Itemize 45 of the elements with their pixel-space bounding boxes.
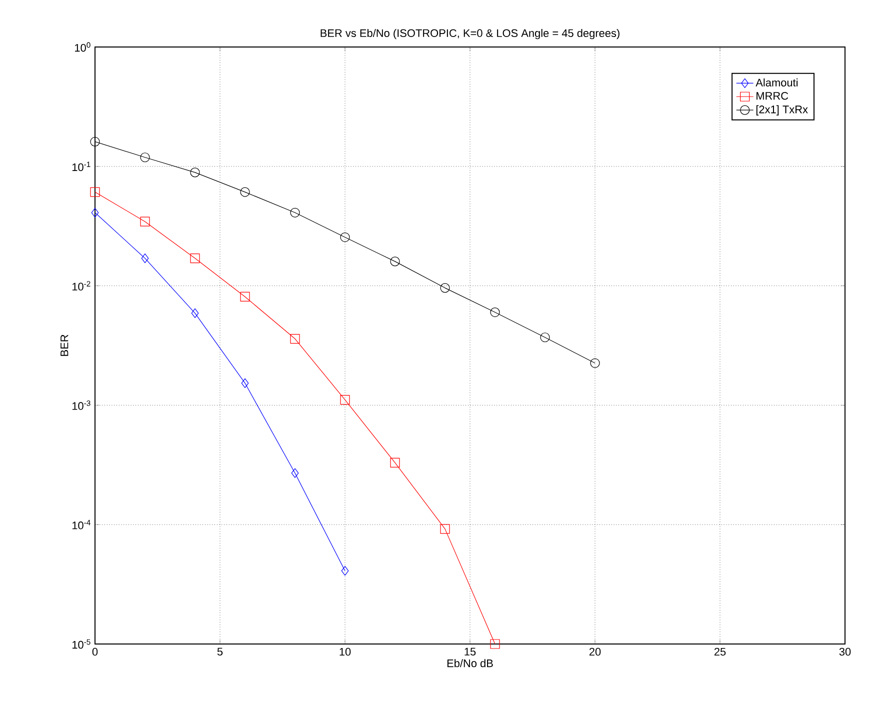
x-tick-label: 25 bbox=[714, 648, 726, 656]
point bbox=[141, 253, 149, 264]
legend-label: Alamouti bbox=[756, 78, 798, 86]
y-axis-title: BER bbox=[60, 334, 68, 356]
chart-title: BER vs Eb/No (ISOTROPIC, K=0 & LOS Angle = 45 degrees) bbox=[320, 28, 620, 40]
point bbox=[190, 168, 200, 178]
point bbox=[341, 566, 349, 576]
point bbox=[290, 208, 300, 218]
legend-label: MRRC bbox=[756, 92, 788, 100]
point bbox=[90, 136, 100, 147]
point bbox=[190, 253, 200, 264]
point bbox=[590, 358, 600, 368]
point bbox=[291, 468, 299, 478]
point bbox=[140, 152, 150, 162]
point bbox=[240, 292, 250, 302]
y-tick-label: 10$^{0}$ bbox=[75, 42, 90, 52]
y-tick-label: 10$^{-3}$ bbox=[72, 400, 90, 410]
point bbox=[241, 378, 249, 388]
x-tick-label: 10 bbox=[340, 648, 351, 656]
point bbox=[440, 283, 450, 293]
point bbox=[490, 307, 500, 318]
y-tick-label: 10$^{-2}$ bbox=[72, 281, 90, 291]
x-tick-label: 20 bbox=[589, 648, 601, 656]
point bbox=[290, 334, 300, 344]
point bbox=[340, 232, 350, 242]
point bbox=[490, 639, 500, 649]
point bbox=[91, 208, 99, 218]
y-tick-label: 10$^{-5}$ bbox=[72, 639, 90, 649]
y-tick-label: 10$^{-4}$ bbox=[72, 520, 90, 530]
x-tick-label: 15 bbox=[464, 648, 476, 656]
point bbox=[340, 394, 350, 405]
legend-label: [2x1] TxRx bbox=[756, 105, 808, 116]
x-tick-label: 30 bbox=[839, 648, 851, 656]
x-tick-label: 5 bbox=[217, 648, 223, 656]
point bbox=[440, 524, 450, 534]
point bbox=[90, 187, 100, 197]
point bbox=[390, 256, 400, 266]
point bbox=[140, 216, 150, 226]
point bbox=[540, 332, 550, 342]
y-tick-label: 10$^{-1}$ bbox=[72, 162, 90, 172]
x-tick-label: 0 bbox=[92, 648, 98, 656]
point bbox=[390, 458, 400, 468]
x-axis-title: Eb/No dB bbox=[447, 659, 493, 668]
point bbox=[191, 308, 199, 318]
point bbox=[240, 187, 250, 197]
